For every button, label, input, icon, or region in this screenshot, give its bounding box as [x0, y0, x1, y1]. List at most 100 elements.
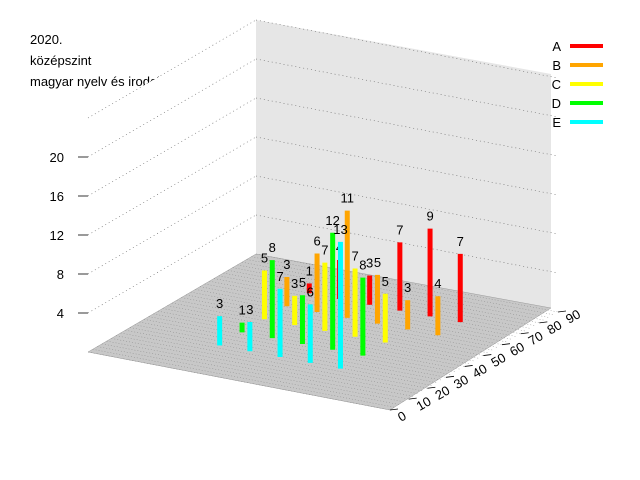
back-wall-gridline	[255, 214, 559, 274]
y-tick-label: 70	[526, 328, 546, 348]
floor-grid-line	[199, 286, 503, 345]
bars: 143797361153453775185128337613	[216, 191, 464, 369]
data-label-B: 5	[374, 255, 381, 270]
legend-label-D: D	[552, 96, 561, 111]
data-label-A: 9	[426, 209, 433, 224]
side-wall-gridline	[87, 136, 257, 236]
floor-grid-line	[171, 302, 475, 362]
floor-grid-line	[167, 305, 470, 364]
side-wall-top-edge	[87, 19, 257, 119]
back-wall-gridline	[255, 58, 559, 118]
data-label-E: 3	[246, 302, 253, 317]
data-label-D: 12	[325, 213, 339, 228]
legend-label-A: A	[552, 39, 561, 54]
data-label-B: 11	[341, 191, 355, 206]
floor-grid-line	[143, 319, 447, 378]
floor-grid-line	[87, 351, 391, 411]
side-wall-gridline	[87, 58, 257, 158]
data-label-C: 7	[321, 243, 328, 258]
data-label-E: 13	[333, 222, 347, 237]
floor-grid-line	[115, 335, 419, 394]
z-tick-label: 20	[50, 150, 64, 165]
z-tick-label: 8	[57, 267, 64, 282]
data-label-C: 5	[261, 251, 268, 266]
y-tick-label: 60	[507, 339, 527, 359]
back-wall-gridline	[255, 97, 559, 157]
floor-grid-line	[237, 264, 540, 324]
data-label-B: 3	[404, 280, 411, 295]
data-label-E: 6	[307, 284, 314, 299]
z-tick-label: 4	[57, 306, 64, 321]
y-tick-label: 30	[451, 372, 471, 392]
y-tick-mark	[557, 310, 567, 313]
y-tick-label: 20	[432, 383, 452, 403]
title-line-1: 2020.	[30, 32, 63, 47]
legend-label-B: B	[552, 58, 561, 73]
floor-grid-line	[185, 294, 489, 354]
z-tick-label: 16	[50, 189, 64, 204]
side-wall	[88, 20, 256, 352]
data-label-D: 8	[359, 258, 366, 273]
y-tick-mark	[389, 408, 399, 411]
back-wall-top-edge	[255, 19, 559, 79]
data-label-A: 7	[396, 222, 403, 237]
back-wall-gridline	[255, 136, 559, 196]
data-label-D: 1	[238, 303, 245, 318]
floor-grid-line	[176, 300, 479, 359]
floor-grid-line	[111, 338, 414, 397]
floor-grid-line	[134, 324, 437, 384]
side-wall-gridline	[87, 175, 257, 275]
y-tick-mark	[408, 397, 417, 400]
floor-grid-line	[139, 321, 442, 381]
y-tick-label: 80	[544, 317, 564, 337]
side-wall-gridline	[87, 97, 257, 197]
data-label-B: 3	[283, 257, 290, 272]
y-tick-label: 50	[488, 350, 508, 370]
floor-grid-line	[195, 289, 498, 348]
data-label-A: 7	[457, 234, 464, 249]
floor-grid-line	[162, 308, 465, 367]
data-label-D: 8	[269, 240, 276, 255]
data-label-D: 5	[299, 275, 306, 290]
floor-grid-line	[92, 349, 395, 408]
data-label-C: 3	[291, 276, 298, 291]
data-label-A: 3	[366, 256, 373, 271]
floor-grid-line	[255, 253, 559, 313]
y-tick-mark	[483, 354, 492, 356]
title-line-3: magyar nyelv és irodalom	[30, 74, 179, 89]
floor-grid-line	[97, 346, 400, 405]
z-tick-label: 12	[50, 228, 64, 243]
floor-grid-line	[120, 332, 423, 392]
y-tick-label: 90	[563, 306, 583, 326]
title-line-2: középszint	[30, 53, 92, 68]
back-wall	[256, 20, 551, 308]
y-tick-label: 10	[414, 393, 434, 413]
y-tick-mark	[501, 343, 511, 346]
floor-grid-line	[241, 261, 545, 321]
floor-grid-line	[101, 343, 405, 403]
data-label-A: 1	[306, 263, 313, 278]
floor-grid-line	[106, 340, 409, 400]
y-tick-mark	[427, 386, 436, 389]
y-tick-label: 0	[395, 408, 409, 425]
data-label-B: 4	[434, 276, 441, 291]
data-label-B: 6	[313, 234, 320, 249]
y-tick-mark	[464, 365, 473, 367]
floor-grid-line	[148, 316, 451, 375]
data-label-E: 7	[276, 269, 283, 284]
data-label-E: 3	[216, 296, 223, 311]
legend-label-E: E	[552, 115, 561, 130]
y-tick-label: 40	[470, 361, 490, 381]
side-wall-gridline	[87, 214, 257, 314]
back-wall-gridline	[255, 175, 559, 235]
data-label-C: 7	[351, 248, 358, 263]
floor-grid-line	[125, 329, 428, 389]
floor-grid-line	[209, 280, 512, 340]
legend-label-C: C	[552, 77, 561, 92]
y-tick-mark	[445, 375, 455, 378]
y-tick-mark	[520, 332, 529, 335]
data-label-C: 5	[382, 274, 389, 289]
y-tick-mark	[539, 321, 548, 324]
